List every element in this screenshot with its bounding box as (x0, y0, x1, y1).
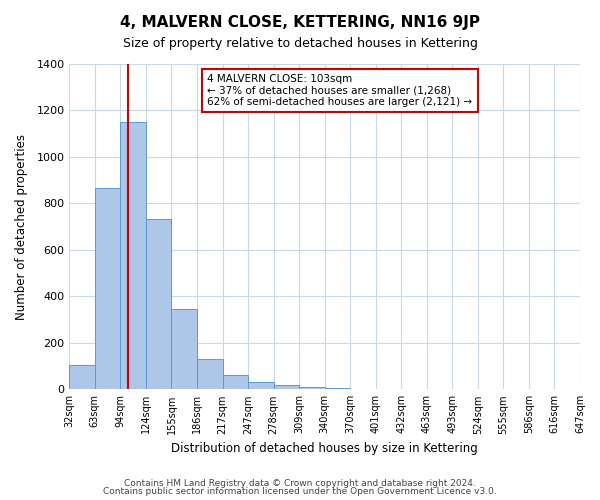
Text: Size of property relative to detached houses in Kettering: Size of property relative to detached ho… (122, 38, 478, 51)
Bar (299, 387, 325, 390)
X-axis label: Distribution of detached houses by size in Kettering: Distribution of detached houses by size … (171, 442, 478, 455)
Bar (95, 188, 121, 390)
Text: 4, MALVERN CLOSE, KETTERING, NN16 9JP: 4, MALVERN CLOSE, KETTERING, NN16 9JP (120, 15, 480, 30)
Bar (197, 359, 223, 390)
Bar (121, 122, 146, 390)
Bar (223, 376, 248, 390)
Text: Contains public sector information licensed under the Open Government Licence v3: Contains public sector information licen… (103, 487, 497, 496)
Text: Contains HM Land Registry data © Crown copyright and database right 2024.: Contains HM Land Registry data © Crown c… (124, 478, 476, 488)
Bar (172, 309, 197, 390)
Bar (274, 384, 299, 390)
Bar (70, 365, 95, 390)
Text: 4 MALVERN CLOSE: 103sqm
← 37% of detached houses are smaller (1,268)
62% of semi: 4 MALVERN CLOSE: 103sqm ← 37% of detache… (207, 74, 472, 107)
Bar (146, 218, 172, 390)
Y-axis label: Number of detached properties: Number of detached properties (15, 134, 28, 320)
Bar (325, 388, 350, 390)
Bar (248, 382, 274, 390)
